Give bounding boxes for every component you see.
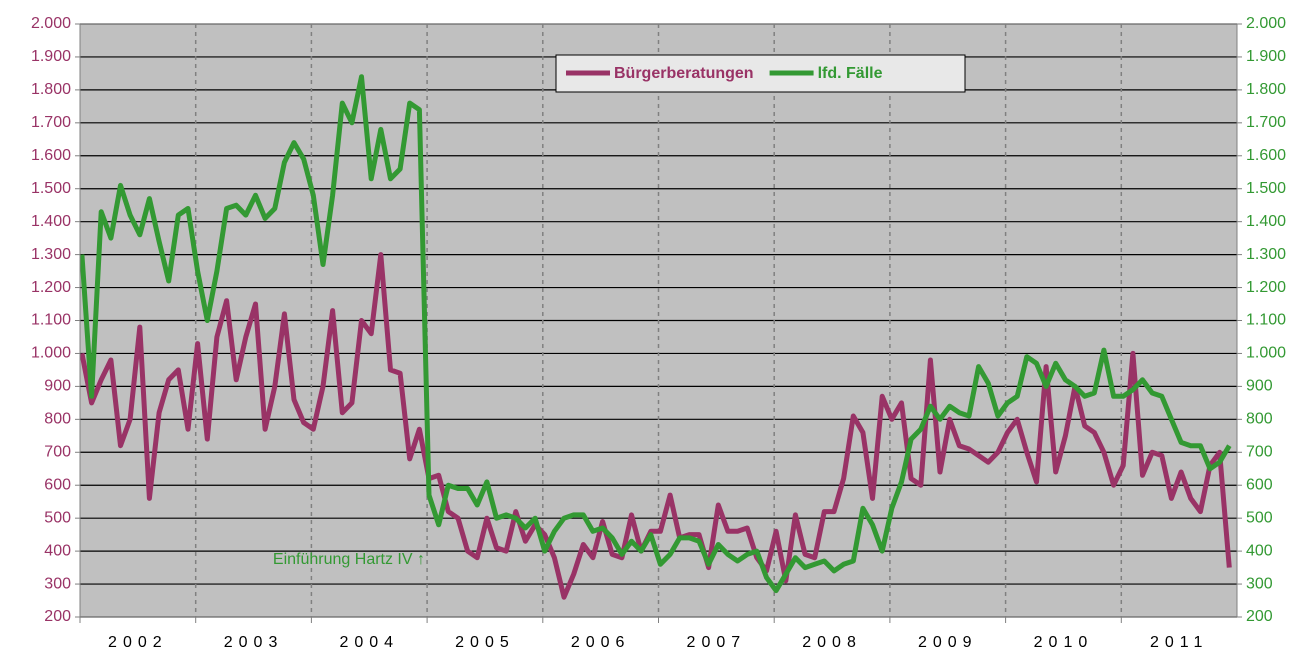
y2-tick-label: 200 — [1246, 608, 1273, 625]
y2-tick-label: 800 — [1246, 411, 1273, 428]
legend-label: Bürgerberatungen — [614, 65, 754, 82]
y2-tick-label: 1.300 — [1246, 246, 1286, 263]
y-tick-label: 200 — [44, 608, 71, 625]
x-tick-label: 2007 — [687, 634, 747, 651]
x-tick-label: 2006 — [571, 634, 631, 651]
y-tick-label: 700 — [44, 443, 71, 460]
y-tick-label: 900 — [44, 378, 71, 395]
y-tick-label: 400 — [44, 542, 71, 559]
series-line — [79, 74, 1232, 594]
y2-tick-label: 1.900 — [1246, 48, 1286, 65]
y2-tick-label: 300 — [1246, 575, 1273, 592]
y-tick-label: 1.800 — [31, 81, 71, 98]
y2-tick-label: 400 — [1246, 542, 1273, 559]
y-tick-label: 1.000 — [31, 345, 71, 362]
legend-label: lfd. Fälle — [818, 65, 883, 82]
y2-tick-label: 1.400 — [1246, 213, 1286, 230]
x-tick-label: 2011 — [1150, 634, 1208, 651]
y-tick-label: 1.500 — [31, 180, 71, 197]
y2-tick-label: 1.200 — [1246, 279, 1286, 296]
y-tick-label: 1.200 — [31, 279, 71, 296]
y-tick-label: 800 — [44, 411, 71, 428]
y-tick-label: 1.300 — [31, 246, 71, 263]
y2-tick-label: 600 — [1246, 476, 1273, 493]
y-tick-label: 2.000 — [31, 15, 71, 32]
y2-tick-label: 1.600 — [1246, 147, 1286, 164]
y-tick-label: 1.600 — [31, 147, 71, 164]
legend: Bürgerberatungen lfd. Fälle — [555, 54, 966, 93]
y-tick-label: 600 — [44, 476, 71, 493]
y2-tick-label: 2.000 — [1246, 15, 1286, 32]
x-tick-label: 2010 — [1034, 634, 1094, 651]
x-tick-label: 2004 — [339, 634, 399, 651]
x-tick-label: 2009 — [918, 634, 978, 651]
x-tick-label: 2005 — [455, 634, 515, 651]
y-tick-label: 1.700 — [31, 114, 71, 131]
y-tick-label: 1.100 — [31, 312, 71, 329]
y2-tick-label: 1.000 — [1246, 345, 1286, 362]
y-tick-label: 300 — [44, 575, 71, 592]
y2-tick-label: 700 — [1246, 443, 1273, 460]
y2-tick-label: 1.100 — [1246, 312, 1286, 329]
legend-box — [555, 54, 966, 93]
y-tick-label: 1.400 — [31, 213, 71, 230]
x-tick-label: 2002 — [108, 634, 168, 651]
annotation: Einführung Hartz IV ↑ — [273, 551, 425, 568]
x-tick-label: 2008 — [802, 634, 862, 651]
y-tick-label: 1.900 — [31, 48, 71, 65]
y-tick-label: 500 — [44, 509, 71, 526]
y2-tick-label: 1.700 — [1246, 114, 1286, 131]
series-line — [79, 252, 1232, 600]
y2-tick-label: 900 — [1246, 378, 1273, 395]
x-tick-label: 2003 — [224, 634, 284, 651]
y2-tick-label: 500 — [1246, 509, 1273, 526]
y2-tick-label: 1.500 — [1246, 180, 1286, 197]
y2-tick-label: 1.800 — [1246, 81, 1286, 98]
